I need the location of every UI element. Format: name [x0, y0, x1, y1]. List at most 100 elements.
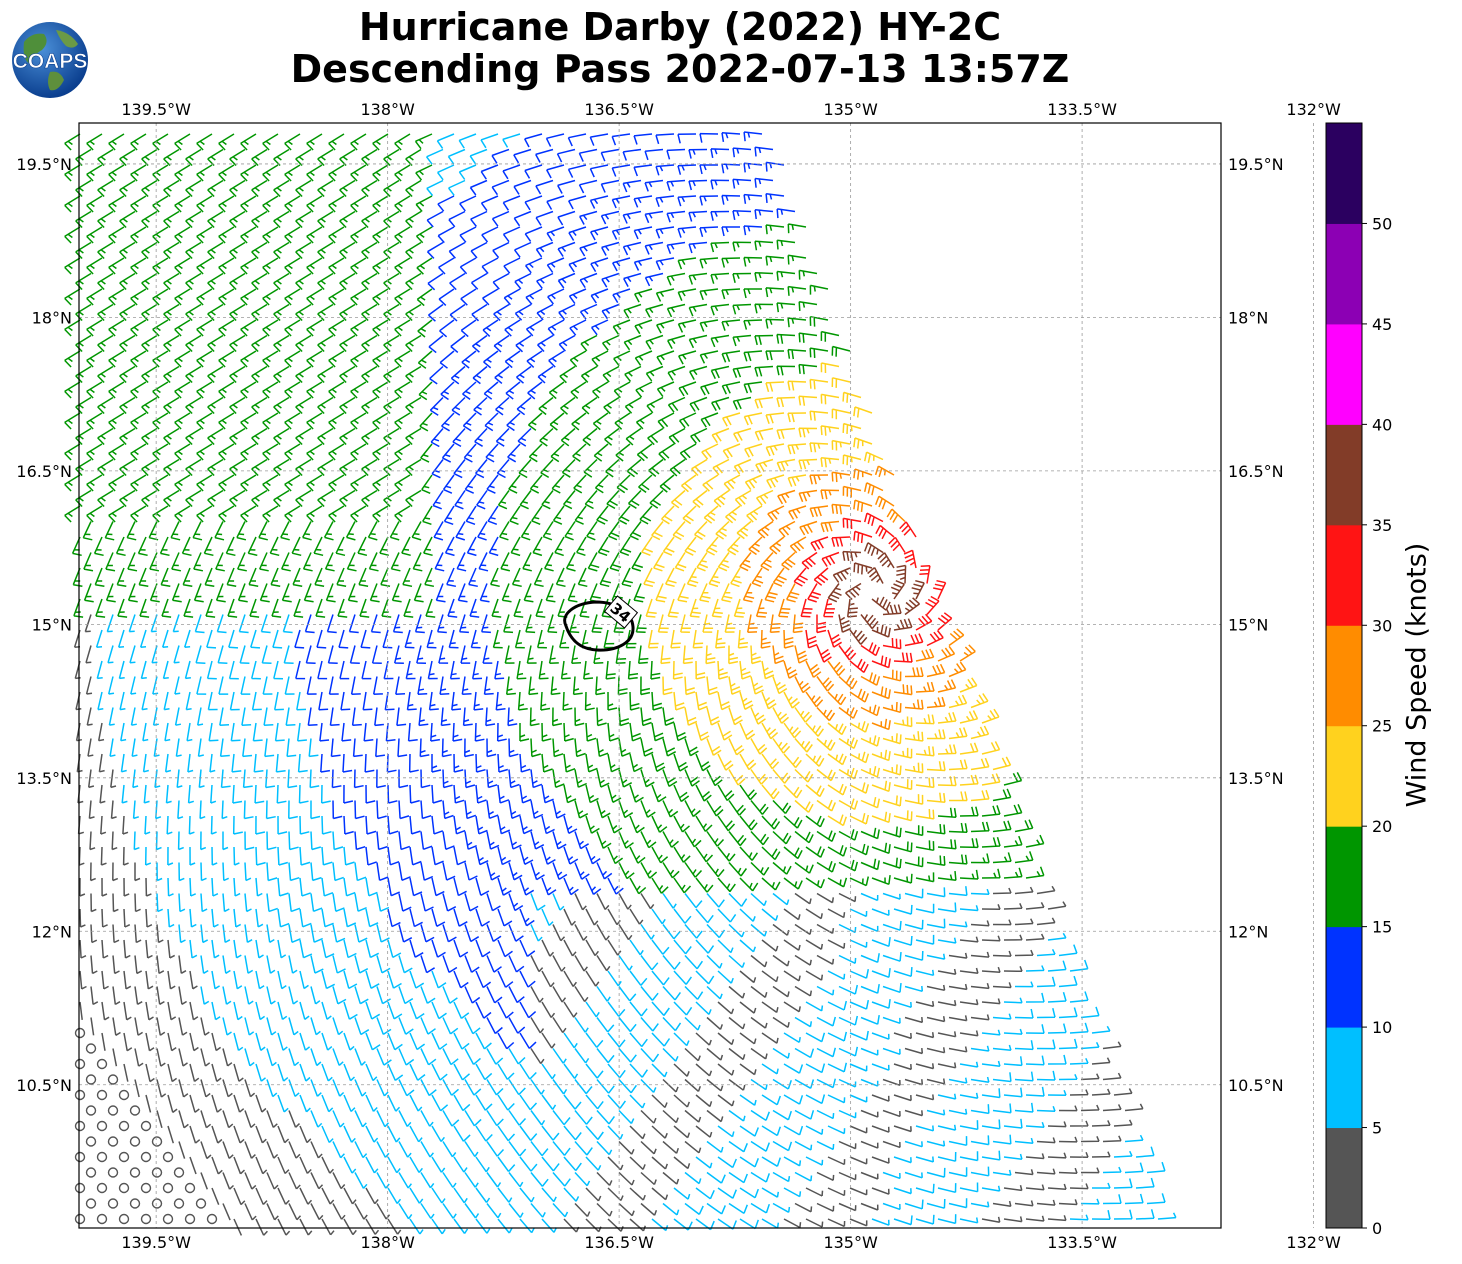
calm-wind-marker: [85, 1105, 97, 1116]
wind-barb: [548, 350, 565, 368]
wind-barb: [233, 1001, 243, 1021]
wind-barb: [517, 427, 532, 447]
wind-barb: [787, 348, 807, 360]
wind-barb: [244, 1110, 256, 1129]
wind-barb: [295, 179, 312, 198]
wind-barb: [350, 164, 367, 182]
wind-barb: [871, 811, 891, 824]
wind-barb: [75, 272, 92, 291]
wind-barb: [662, 769, 678, 788]
wind-barb: [332, 1079, 345, 1097]
wind-barb: [420, 893, 434, 912]
wind-barb: [475, 846, 489, 866]
wind-barb: [273, 489, 290, 508]
wind-barb: [1025, 834, 1045, 848]
wind-barb: [101, 1032, 106, 1051]
wind-barb: [409, 877, 423, 897]
wind-barb: [783, 939, 801, 951]
wind-barb: [387, 908, 401, 928]
wind-barb: [376, 1048, 392, 1066]
wind-barb: [332, 1141, 345, 1159]
wind-barb: [145, 1001, 154, 1021]
wind-barb: [317, 458, 334, 477]
wind-barb: [799, 520, 818, 536]
wind-barb: [706, 831, 725, 847]
wind-barb: [992, 950, 1012, 957]
wind-barb: [765, 381, 785, 393]
wind-barb: [183, 598, 194, 618]
wind-barb: [1124, 1162, 1144, 1174]
wind-barb: [189, 1094, 200, 1113]
wind-barb: [117, 629, 125, 648]
wind-barb: [376, 831, 388, 851]
wind-barb: [596, 1079, 615, 1094]
wind-barb: [750, 1140, 771, 1152]
wind-barb: [574, 986, 589, 1003]
wind-barb: [842, 517, 862, 530]
wind-barb: [328, 257, 345, 275]
wind-barb: [970, 1104, 990, 1115]
wind-barb: [431, 754, 442, 773]
wind-barb: [163, 691, 170, 711]
wind-barb: [783, 691, 800, 709]
colorbar-segment: [1326, 524, 1362, 626]
wind-barb: [412, 552, 423, 572]
wind-barb: [655, 257, 675, 271]
wind-barb: [497, 1032, 515, 1050]
wind-barb: [915, 1214, 935, 1225]
wind-barb: [666, 179, 686, 191]
wind-barb: [240, 381, 257, 399]
wind-barb: [295, 303, 312, 322]
wind-barb: [1025, 1153, 1045, 1160]
wind-barb: [108, 412, 125, 430]
wind-barb: [229, 148, 246, 167]
wind-barb: [827, 722, 847, 736]
wind-barb: [592, 381, 609, 399]
wind-barb: [560, 427, 576, 447]
wind-barb: [363, 722, 374, 742]
wind-barb: [244, 1172, 257, 1190]
wind-barb: [273, 303, 290, 322]
wind-barb: [827, 691, 847, 706]
wind-barb: [480, 195, 499, 212]
wind-barb: [832, 567, 851, 583]
wind-barb: [622, 148, 642, 161]
wind-barb: [233, 1094, 245, 1113]
wind-barb: [361, 241, 378, 260]
wind-barb: [211, 1063, 222, 1082]
wind-barb: [631, 552, 644, 572]
wind-barb: [189, 970, 198, 990]
wind-barb: [581, 396, 598, 415]
wind-barb: [417, 676, 428, 695]
wind-barb: [310, 862, 322, 882]
wind-barb: [328, 443, 345, 461]
wind-barb: [174, 707, 182, 726]
wind-barb: [196, 288, 213, 306]
wind-barb: [863, 482, 884, 496]
wind-barb: [732, 396, 752, 410]
wind-barb: [110, 769, 117, 789]
wind-barb: [816, 645, 832, 663]
wind-barb: [419, 412, 433, 432]
wind-barb: [640, 800, 656, 818]
wind-barb: [508, 769, 520, 789]
wind-barb: [672, 660, 683, 680]
wind-barb: [350, 474, 367, 492]
wind-barb: [316, 629, 327, 649]
wind-barb: [767, 505, 785, 522]
lon-tick-label-top: 136.5°W: [584, 100, 654, 119]
wind-barb: [361, 458, 378, 477]
wind-barb: [820, 457, 840, 468]
wind-barb: [541, 939, 555, 957]
wind-barb: [387, 1187, 402, 1204]
wind-barb: [794, 1171, 813, 1182]
wind-barb: [651, 877, 669, 894]
wind-barb: [97, 241, 114, 260]
wind-barb: [743, 288, 762, 299]
wind-barb: [618, 924, 633, 941]
wind-barb: [200, 986, 210, 1005]
wind-barb: [189, 1156, 197, 1175]
wind-barb: [860, 672, 881, 686]
wind-barb: [123, 939, 131, 959]
wind-barb: [354, 1079, 367, 1097]
